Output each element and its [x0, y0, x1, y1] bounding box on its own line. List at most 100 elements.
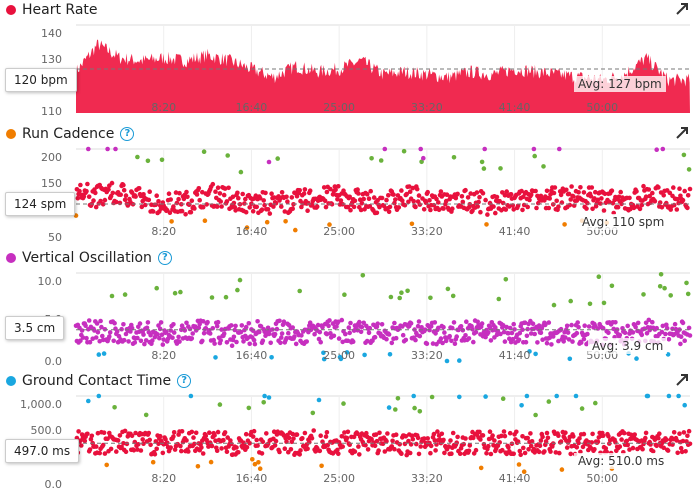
data-point	[503, 207, 509, 212]
data-point	[356, 191, 361, 196]
data-point	[310, 410, 316, 416]
data-point	[660, 323, 666, 329]
data-point	[520, 327, 525, 332]
data-point	[590, 206, 595, 212]
data-point	[666, 393, 672, 399]
data-point	[451, 320, 457, 325]
data-point	[488, 338, 494, 343]
data-point	[463, 187, 468, 193]
help-icon[interactable]: ?	[157, 251, 172, 265]
data-point	[603, 446, 609, 451]
data-point	[359, 201, 365, 206]
data-point	[496, 296, 502, 302]
data-point	[424, 341, 430, 346]
data-point	[440, 340, 445, 346]
data-point	[500, 396, 506, 401]
data-point	[179, 208, 185, 214]
data-point	[442, 450, 447, 456]
data-point	[491, 443, 496, 448]
data-point	[107, 334, 112, 339]
gct-legend-dot	[6, 376, 16, 386]
data-point	[540, 434, 545, 440]
data-point	[247, 341, 252, 347]
data-point	[336, 319, 341, 325]
data-point	[179, 429, 185, 434]
data-point	[498, 166, 503, 171]
data-point	[500, 447, 505, 453]
data-point	[347, 194, 353, 200]
data-point	[200, 189, 205, 195]
data-point	[234, 445, 239, 450]
cadence-title: Run Cadence ?	[6, 125, 135, 143]
data-point	[564, 323, 570, 329]
data-point	[293, 227, 298, 233]
data-point	[244, 225, 250, 230]
hr-title: Heart Rate	[6, 1, 98, 19]
data-point	[343, 331, 348, 337]
expand-icon[interactable]	[676, 374, 688, 386]
data-point	[336, 451, 341, 457]
data-point	[463, 333, 468, 338]
data-point	[528, 431, 533, 436]
data-point	[507, 204, 512, 209]
data-point	[365, 447, 371, 452]
help-icon[interactable]: ?	[120, 127, 135, 141]
data-point	[302, 187, 308, 192]
help-icon[interactable]: ?	[177, 374, 192, 388]
data-point	[98, 198, 103, 204]
data-point	[405, 288, 410, 294]
data-point	[87, 339, 93, 345]
data-point	[613, 440, 618, 445]
data-point	[543, 439, 549, 444]
data-point	[211, 337, 216, 343]
data-point	[571, 434, 576, 439]
data-point	[431, 431, 437, 437]
data-point	[393, 407, 398, 412]
data-point	[291, 436, 296, 441]
expand-icon[interactable]	[676, 3, 688, 15]
data-point	[259, 451, 265, 456]
data-point	[184, 438, 189, 443]
data-point	[252, 461, 258, 467]
data-point	[514, 429, 519, 435]
data-point	[236, 195, 241, 201]
data-point	[222, 186, 228, 191]
expand-icon[interactable]	[676, 127, 688, 139]
y-tick-label: 140	[41, 27, 62, 40]
data-point	[133, 194, 138, 199]
data-point	[668, 293, 673, 298]
data-point	[486, 330, 491, 335]
data-point	[532, 331, 537, 337]
data-point	[450, 430, 456, 436]
data-point	[109, 293, 115, 299]
data-point	[250, 434, 256, 439]
data-point	[519, 403, 524, 408]
data-point	[101, 351, 107, 356]
data-point	[368, 188, 374, 194]
data-point	[97, 450, 102, 456]
data-point	[157, 335, 162, 341]
data-point	[219, 327, 224, 332]
data-point	[663, 331, 668, 337]
data-point	[325, 442, 331, 448]
data-point	[639, 332, 645, 338]
data-point	[445, 286, 451, 292]
data-point	[345, 204, 351, 210]
data-point	[586, 324, 592, 329]
data-point	[565, 330, 571, 335]
data-point	[223, 294, 229, 300]
data-point	[286, 330, 291, 336]
data-point	[331, 333, 337, 339]
data-point	[212, 341, 217, 346]
data-point	[684, 280, 689, 286]
data-point	[613, 320, 618, 325]
data-point	[392, 446, 397, 452]
data-point	[576, 324, 581, 330]
data-point	[155, 332, 160, 337]
data-point	[687, 186, 693, 192]
data-point	[468, 191, 474, 196]
data-point	[645, 393, 651, 399]
data-point	[213, 189, 218, 194]
data-point	[501, 429, 507, 434]
